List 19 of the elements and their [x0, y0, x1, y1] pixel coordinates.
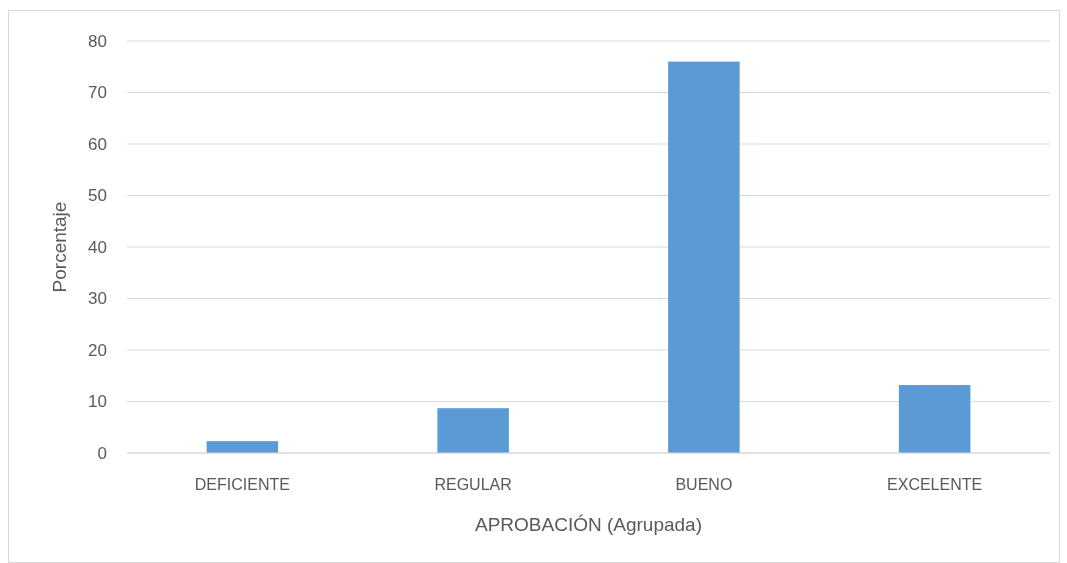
y-tick-label: 30 [88, 289, 107, 309]
y-tick-label: 60 [88, 134, 107, 154]
x-tick-label: EXCELENTE [887, 476, 983, 493]
x-tick-label: BUENO [675, 476, 733, 493]
bar [668, 61, 740, 453]
y-axis-title: Porcentaje [49, 201, 70, 293]
y-tick-label: 40 [88, 237, 107, 257]
bar [898, 385, 971, 453]
y-tick-label: 80 [88, 31, 107, 51]
y-tick-label: 50 [88, 186, 107, 206]
y-tick-label: 10 [88, 392, 107, 412]
x-axis-title: APROBACIÓN (Agrupada) [474, 514, 703, 535]
y-tick-label: 70 [88, 83, 107, 103]
y-tick-label: 20 [88, 340, 107, 360]
bar [437, 408, 509, 453]
x-tick-label: DEFICIENTE [194, 476, 290, 493]
x-tick-label: REGULAR [434, 476, 512, 493]
bar [206, 441, 279, 453]
y-tick-label: 0 [97, 443, 107, 463]
